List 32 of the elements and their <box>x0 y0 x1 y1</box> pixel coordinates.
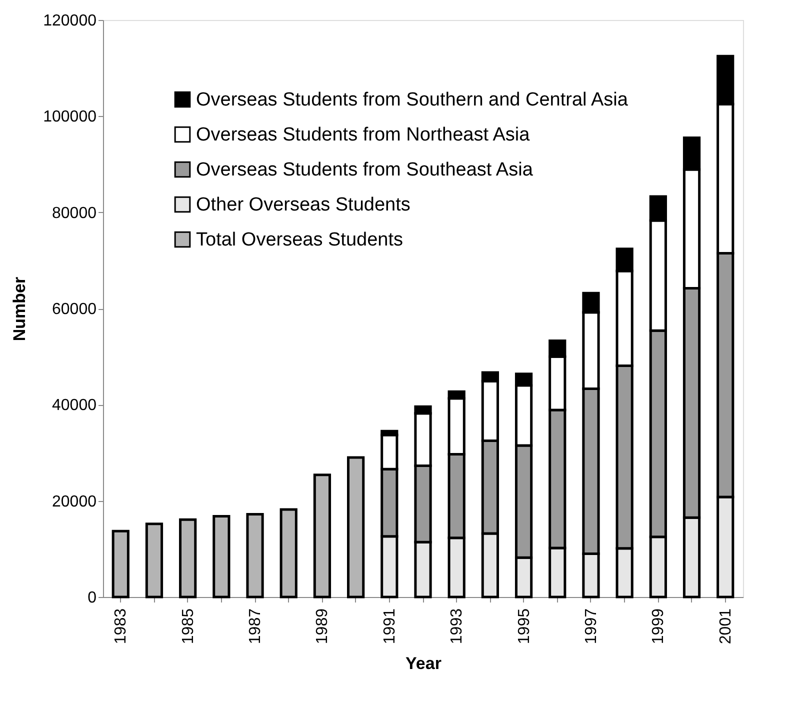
bar <box>112 530 130 598</box>
x-tick-label: 2001 <box>717 608 734 644</box>
x-tick-label: 1997 <box>582 608 600 644</box>
x-axis-title: Year <box>406 654 442 674</box>
y-tick-label: 60000 <box>52 301 97 318</box>
bar <box>347 456 365 598</box>
legend-label: Overseas Students from Southern and Central Asia <box>196 90 628 110</box>
bar <box>212 514 230 598</box>
x-tick-label: 1983 <box>112 608 130 644</box>
bar <box>179 518 197 598</box>
legend-label: Other Overseas Students <box>196 194 410 216</box>
bar <box>145 522 164 598</box>
legend-label: Overseas Students from Northeast Asia <box>196 124 530 146</box>
y-tick-label: 0 <box>88 590 97 606</box>
y-tick-label: 40000 <box>52 397 97 414</box>
legend-label: Total Overseas Students <box>196 230 403 250</box>
y-tick-label: 120000 <box>43 12 97 30</box>
x-tick-label: 1989 <box>314 608 332 644</box>
x-tick-label: 1999 <box>650 608 668 644</box>
y-axis-title: Number <box>10 276 30 342</box>
y-tick-label: 20000 <box>52 493 97 510</box>
x-tick-label: 1987 <box>247 608 264 644</box>
x-tick-label: 1995 <box>516 608 533 644</box>
x-tick-label: 1993 <box>448 608 466 644</box>
y-tick-label: 80000 <box>52 204 97 222</box>
x-tick-label: 1991 <box>381 608 398 644</box>
bar <box>280 508 298 598</box>
bar <box>313 474 332 598</box>
bar <box>246 513 264 598</box>
x-tick-label: 1985 <box>180 608 197 644</box>
y-tick-label: 100000 <box>43 108 97 126</box>
legend-label: Overseas Students from Southeast Asia <box>196 160 534 180</box>
